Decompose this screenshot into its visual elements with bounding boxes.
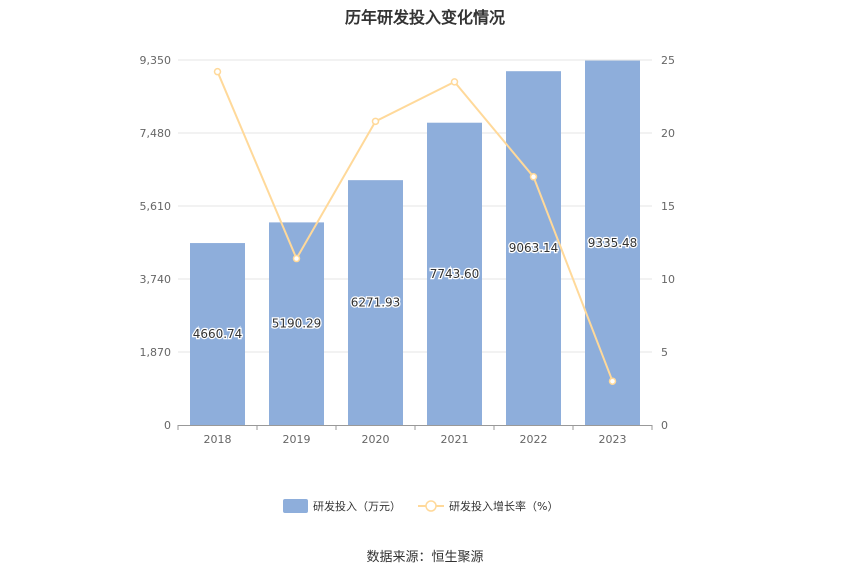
- growth-rate-point-2019: [292, 254, 301, 263]
- bar-2021: [427, 122, 482, 426]
- legend-bar-swatch: [283, 499, 308, 513]
- growth-rate-point-2023: [608, 377, 617, 385]
- y-right-tick-label: 10: [661, 273, 675, 286]
- y-left-tick-label: 3,740: [140, 273, 172, 286]
- y-right-tick-label: 15: [661, 200, 675, 213]
- bar-2022: [506, 71, 561, 426]
- growth-rate-point-2021: [450, 78, 459, 86]
- bar-value-label: 7743.60: [430, 267, 480, 281]
- y-left-tick-label: 0: [164, 419, 171, 432]
- y-left-tick-label: 7,480: [140, 127, 172, 140]
- x-tick-label: 2019: [283, 433, 311, 446]
- bar-2018: [190, 243, 245, 425]
- growth-rate-point-2022: [529, 173, 538, 181]
- x-tick-label: 2021: [441, 433, 469, 446]
- x-tick-label: 2022: [520, 433, 548, 446]
- x-tick-label: 2018: [204, 433, 232, 446]
- bar-2023: [585, 60, 640, 425]
- bar-value-label: 9335.48: [588, 236, 638, 250]
- x-tick-label: 2020: [362, 433, 390, 446]
- bar-value-label: 9063.14: [509, 241, 559, 255]
- chart-title: 历年研发投入变化情况: [344, 8, 505, 27]
- legend-line-label: 研发投入增长率（%）: [449, 499, 558, 513]
- y-right-tick-label: 25: [661, 54, 675, 67]
- legend-line-marker: [425, 500, 437, 512]
- y-right-tick-label: 0: [661, 419, 668, 432]
- bar-value-label: 6271.93: [351, 296, 401, 310]
- x-tick-label: 2023: [599, 433, 627, 446]
- y-left-tick-label: 5,610: [140, 200, 172, 213]
- bar-value-label: 5190.29: [272, 317, 322, 331]
- growth-rate-line: [216, 71, 614, 382]
- y-right-tick-label: 5: [661, 346, 668, 359]
- bar-value-label: 4660.74: [193, 327, 243, 341]
- bar-2020: [348, 180, 403, 425]
- growth-rate-point-2018: [213, 67, 222, 76]
- y-right-tick-label: 20: [661, 127, 675, 140]
- y-left-tick-label: 1,870: [140, 346, 172, 359]
- legend-bar-label: 研发投入（万元）: [313, 499, 401, 513]
- data-source: 数据来源：恒生聚源: [366, 550, 484, 565]
- growth-rate-point-2020: [371, 117, 380, 126]
- y-left-tick-label: 9,350: [140, 54, 172, 67]
